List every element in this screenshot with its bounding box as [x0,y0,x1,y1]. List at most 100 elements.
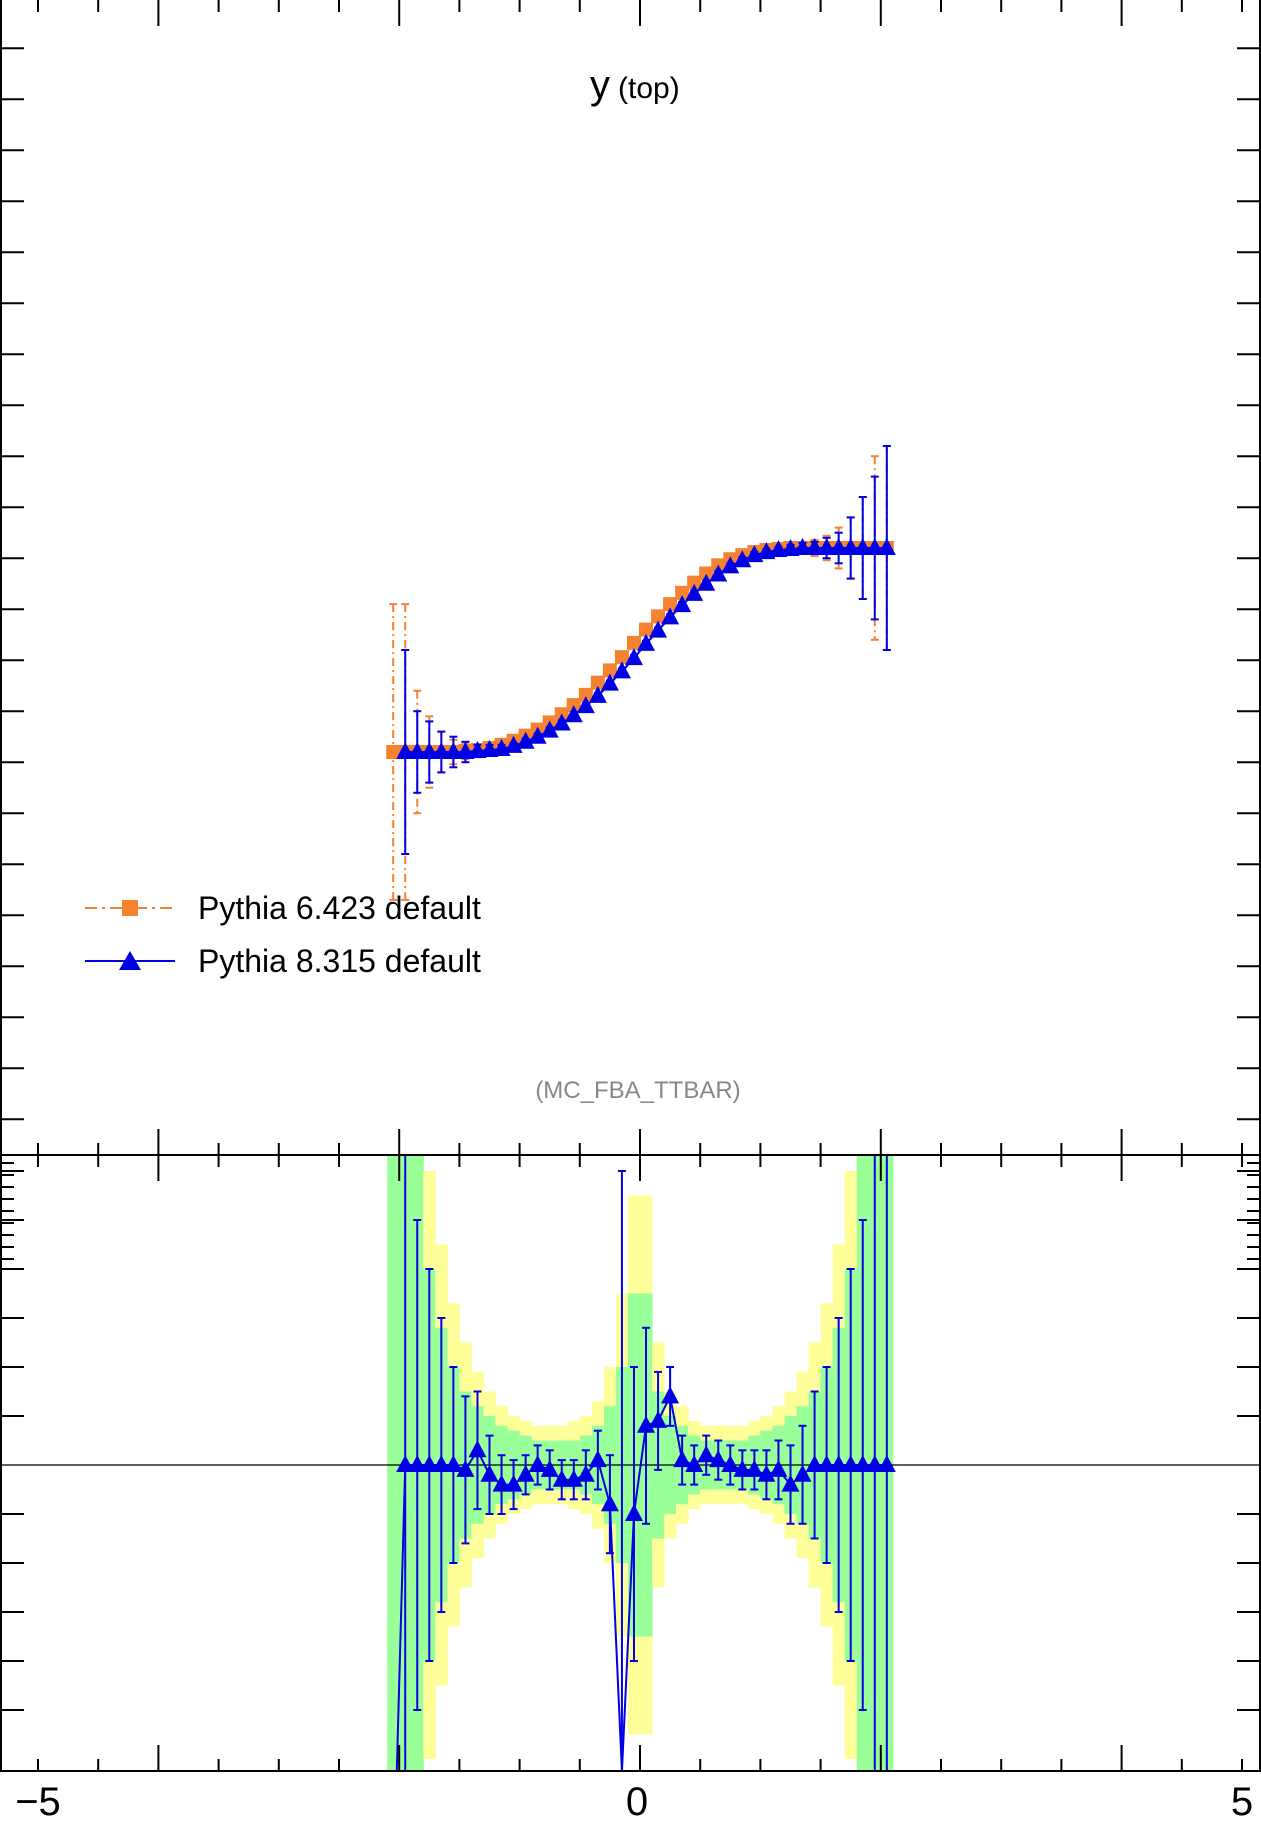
data-point [626,635,641,650]
ratio-frame [0,1154,1261,1772]
data-point [663,597,678,612]
data-point [566,698,581,713]
data-point [432,742,451,759]
data-point [699,566,714,581]
ratio-data-point [877,1455,896,1472]
x-tick-label-0: 0 [626,1780,648,1821]
ratio-data-point [420,1455,439,1472]
data-point [853,538,872,555]
band-inner-bin [387,1155,400,1771]
ratio-data-point [697,1445,716,1463]
data-point [590,675,605,690]
data-point [600,673,619,691]
ratio-data-point [721,1455,740,1472]
data-point [661,607,680,625]
ratio-data-point [432,1455,451,1472]
panel-frames [0,0,1261,1772]
data-point [673,595,692,613]
ratio-data-point [649,1410,668,1428]
data-point [624,648,643,666]
ratio-data-point [552,1469,571,1487]
data-point [564,705,583,723]
data-point [456,742,475,759]
data-point [805,538,824,555]
legend-entry-pythia6: Pythia 6.423 default [85,890,481,926]
data-point [733,550,752,568]
data-point [817,538,836,555]
data-point [516,731,535,749]
data-point [639,622,654,637]
ratio-data-point [709,1450,728,1468]
data-point [697,573,716,591]
ratio-data-point [408,1455,427,1472]
data-point [420,742,439,759]
legend-label-pythia6: Pythia 6.423 default [198,890,481,926]
ratio-data-point [492,1474,511,1492]
ratio-data-point [600,1494,619,1512]
data-point [769,540,788,558]
x-tick-label-minus5: −5 [15,1780,61,1821]
data-point [675,585,690,600]
ratio-data-point [516,1464,535,1482]
ratio-data-point [793,1464,812,1482]
data-point [781,539,800,557]
data-point [865,538,884,555]
data-point [841,538,860,555]
main-frame [0,0,1261,1156]
legend-marker-square [122,900,138,916]
ratio-data-point [624,1504,643,1521]
ratio-data-point [588,1450,607,1468]
ratio-data-point [528,1455,547,1472]
data-point [396,742,415,759]
ratio-data-point [769,1459,788,1477]
data-point [588,685,607,703]
ratio-data-point [576,1464,595,1482]
data-point [578,687,593,702]
legend-label-pythia8: Pythia 8.315 default [198,943,481,979]
data-point [576,696,595,714]
ratio-offscale-line [395,1464,407,1772]
data-point [651,609,666,624]
data-point [721,556,740,574]
ratio-data-point [468,1440,487,1458]
data-point [444,742,463,759]
ratio-data-point [685,1455,704,1472]
data-point [408,742,427,759]
ratio-data-point [853,1455,872,1472]
data-point [552,713,571,731]
ratio-data-point [805,1455,824,1472]
ratio-data-point [733,1459,752,1477]
legend-entry-pythia8: Pythia 8.315 default [85,943,481,979]
legend: Pythia 6.423 default Pythia 8.315 defaul… [85,890,481,979]
ratio-data-point [865,1455,884,1472]
credit-label: (MC_FBA_TTBAR) [535,1077,740,1104]
ratio-data-point [540,1459,559,1477]
data-point [480,739,499,757]
data-point [386,745,401,759]
ratio-data-point [504,1474,523,1492]
data-point [468,740,487,758]
annotation-sub: (top) [618,72,680,105]
ratio-data-point [456,1459,475,1477]
ratio-data-point [745,1459,764,1477]
data-point [637,633,656,651]
ratio-data-point [829,1455,848,1472]
ratio-data-point [396,1455,415,1472]
data-point [602,663,617,678]
main-series-layer [386,445,896,901]
data-point [687,575,702,590]
ratio-data-point [757,1464,776,1482]
ratio-data-point [444,1455,463,1472]
data-point [829,538,848,555]
data-point [709,564,728,582]
ratio-data-point [661,1386,680,1404]
ratio-data-point [781,1474,800,1492]
data-point [649,620,668,638]
data-point [877,538,896,555]
ratio-data-point [673,1450,692,1468]
annotation-main: y [590,63,610,107]
ratio-data-point [841,1455,860,1472]
legend-marker-triangle [119,951,141,970]
data-point [528,726,547,744]
